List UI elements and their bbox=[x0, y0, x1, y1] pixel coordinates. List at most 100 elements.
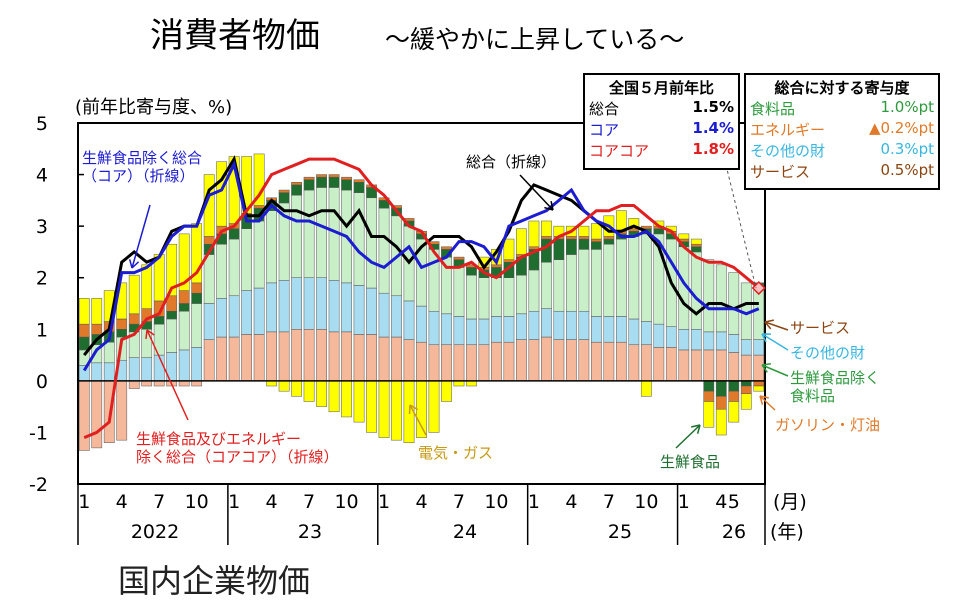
bar-segment bbox=[403, 339, 415, 382]
bar-segment bbox=[690, 251, 702, 330]
bar-segment bbox=[491, 341, 502, 382]
x-tick-label: 4 bbox=[715, 491, 727, 513]
x-tick-label: 4 bbox=[565, 491, 577, 513]
bar-segment bbox=[591, 249, 602, 317]
yoy-value: 1.4% bbox=[692, 119, 734, 137]
yoy-label: 総合 bbox=[589, 100, 620, 118]
bar-segment bbox=[578, 249, 590, 312]
bar-segment bbox=[191, 303, 203, 348]
bar-segment bbox=[690, 329, 702, 351]
bar-segment bbox=[615, 341, 627, 382]
bar-segment bbox=[678, 349, 690, 382]
bar-segment bbox=[366, 197, 377, 289]
bar-segment bbox=[203, 303, 215, 340]
bar-segment bbox=[728, 390, 740, 402]
bar-segment bbox=[628, 218, 640, 229]
bar-segment bbox=[153, 354, 165, 382]
bar-segment bbox=[378, 197, 390, 201]
bar-segment bbox=[753, 380, 765, 387]
bar-segment bbox=[441, 344, 452, 382]
bar-segment bbox=[566, 339, 577, 382]
bar-segment bbox=[541, 236, 552, 240]
bar-segment bbox=[441, 246, 452, 250]
fresh-food-annotation-arrow bbox=[675, 424, 701, 449]
bar-segment bbox=[428, 344, 440, 382]
bar-segment bbox=[640, 380, 652, 397]
bar-segment bbox=[578, 238, 590, 250]
bar-segment bbox=[703, 401, 715, 428]
contrib-value: 1.0%pt bbox=[880, 98, 934, 116]
year-unit-label: (年) bbox=[770, 521, 804, 543]
bar-segment bbox=[378, 380, 390, 438]
bar-segment bbox=[715, 349, 727, 382]
bar-segment bbox=[466, 318, 477, 346]
bar-segment bbox=[453, 380, 465, 387]
bar-segment bbox=[78, 380, 90, 451]
bar-segment bbox=[628, 236, 640, 320]
bar-segment bbox=[78, 336, 90, 351]
bar-segment bbox=[316, 176, 327, 188]
page-title: 消費者物価 bbox=[150, 16, 320, 56]
plot-frame bbox=[77, 122, 766, 485]
bar-segment bbox=[453, 256, 465, 260]
y-axis-unit-label: (前年比寄与度、%) bbox=[75, 97, 233, 118]
bar-segment bbox=[266, 210, 277, 284]
bar-segment bbox=[690, 243, 702, 248]
bar-segment bbox=[591, 241, 602, 250]
bar-segment bbox=[516, 339, 527, 382]
electricity-annotation-arrow bbox=[408, 404, 419, 415]
bar-segment bbox=[441, 313, 452, 346]
bar-segment bbox=[141, 357, 153, 382]
bar-segment bbox=[253, 205, 265, 209]
x-tick-label: 1 bbox=[378, 491, 390, 513]
services-annotation-arrow bbox=[764, 321, 789, 331]
bar-segment bbox=[278, 280, 290, 333]
y-tick-label: -1 bbox=[29, 422, 48, 444]
bar-segment bbox=[678, 233, 690, 240]
bar-segment bbox=[178, 349, 190, 382]
bar-segment bbox=[491, 264, 502, 268]
bar-segment bbox=[303, 179, 315, 191]
bar-segment bbox=[740, 339, 752, 356]
bar-segment bbox=[578, 310, 590, 340]
bar-segment bbox=[166, 243, 178, 297]
bar-segment bbox=[203, 339, 215, 382]
bar-segment bbox=[178, 310, 190, 351]
bar-segment bbox=[341, 380, 352, 418]
other-goods-annotation-arrow bbox=[761, 333, 772, 343]
bar-segment bbox=[116, 329, 128, 338]
bar-segment bbox=[203, 254, 215, 304]
bar-segment bbox=[728, 334, 740, 353]
bar-segment bbox=[116, 318, 128, 330]
bar-segment bbox=[78, 298, 90, 325]
bar-segment bbox=[478, 277, 490, 320]
yoy-box-header: 全国５月前年比 bbox=[608, 79, 714, 97]
bar-segment bbox=[566, 254, 577, 312]
x-tick-label: 1 bbox=[678, 491, 690, 513]
bar-segment bbox=[91, 298, 103, 325]
bar-segment bbox=[715, 396, 727, 410]
bar-segment bbox=[703, 349, 715, 382]
bar-segment bbox=[366, 334, 377, 382]
bar-segment bbox=[178, 380, 190, 387]
bar-segment bbox=[291, 329, 302, 382]
bar-segment bbox=[553, 238, 565, 260]
contribution-legend-box: 総合に対する寄与度 食料品 1.0%pt エネルギー ▲0.2%pt その他の財 0.3%… bbox=[744, 73, 940, 190]
contrib-row: エネルギー ▲0.2%pt bbox=[750, 119, 934, 140]
bar-segment bbox=[253, 334, 265, 382]
bar-segment bbox=[278, 380, 290, 392]
bar-segment bbox=[216, 161, 228, 227]
contrib-row: サービス 0.5%pt bbox=[750, 161, 934, 182]
bar-segment bbox=[266, 380, 277, 387]
x-tick-label: 4 bbox=[415, 491, 427, 513]
bar-segment bbox=[528, 269, 540, 312]
bar-segment bbox=[665, 326, 677, 348]
bar-segment bbox=[78, 323, 90, 338]
bar-segment bbox=[615, 238, 627, 317]
bar-segment bbox=[391, 205, 402, 209]
bar-segment bbox=[166, 318, 178, 353]
bar-segment bbox=[303, 189, 315, 278]
bar-segment bbox=[403, 300, 415, 340]
bar-segment bbox=[753, 354, 765, 382]
yoy-row: コア 1.4% bbox=[589, 119, 734, 140]
